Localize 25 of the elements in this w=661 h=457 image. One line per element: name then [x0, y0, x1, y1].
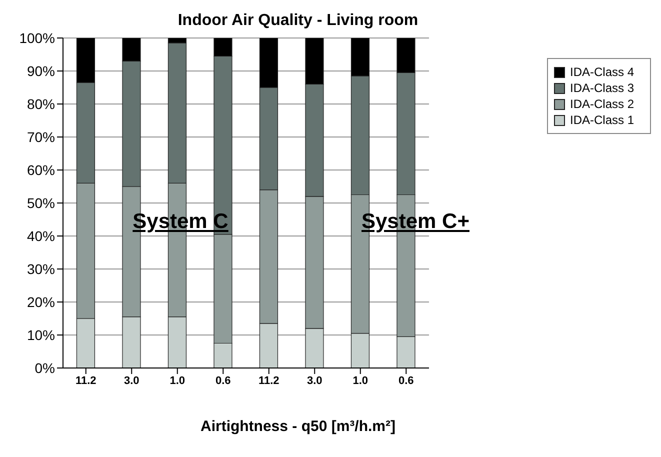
x-tick-label: 1.0	[352, 374, 368, 387]
y-tick-label: 40%	[26, 228, 55, 244]
y-tick-label: 50%	[26, 194, 55, 211]
legend-label: IDA-Class 2	[570, 97, 634, 111]
y-tick-label: 70%	[26, 128, 55, 145]
x-tick-label: 0.6	[398, 374, 414, 387]
y-tick-label: 60%	[26, 162, 55, 178]
y-tick-label: 10%	[26, 326, 55, 343]
legend-label: IDA-Class 4	[570, 65, 634, 79]
x-tick-label: 11.2	[75, 374, 96, 387]
chart-title: Indoor Air Quality - Living room	[176, 12, 420, 30]
legend-label: IDA-Class 3	[570, 81, 634, 95]
x-tick-label: 0.6	[215, 374, 231, 387]
y-tick-label: 0%	[34, 360, 55, 376]
y-tick-label: 100%	[19, 30, 55, 46]
x-tick-label: 1.0	[170, 374, 186, 387]
x-tick-label: 11.2	[258, 374, 280, 387]
y-tick-label: 20%	[26, 294, 55, 310]
x-tick-label: 3.0	[124, 374, 140, 387]
x-axis-title: Airtightness - q50 [m³/h.m²]	[199, 418, 396, 435]
y-tick-label: 90%	[26, 62, 55, 79]
y-tick-label: 80%	[26, 96, 55, 112]
legend-label: IDA-Class 1	[570, 113, 634, 127]
y-tick-label: 30%	[26, 260, 55, 277]
x-tick-label: 3.0	[306, 374, 322, 387]
